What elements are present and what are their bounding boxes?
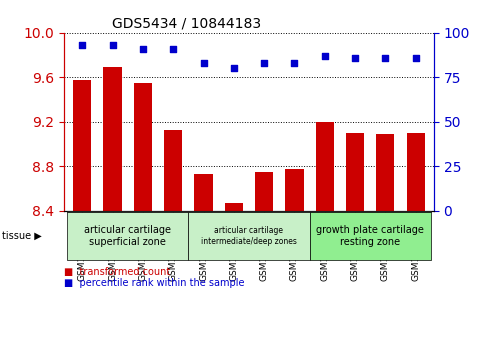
Point bbox=[78, 42, 86, 48]
Bar bbox=[346, 133, 364, 211]
Point bbox=[108, 42, 116, 48]
Point bbox=[290, 60, 298, 66]
Bar bbox=[104, 67, 122, 211]
Point bbox=[321, 53, 329, 59]
Bar bbox=[164, 130, 182, 211]
Point bbox=[169, 46, 177, 52]
Text: GDS5434 / 10844183: GDS5434 / 10844183 bbox=[112, 16, 261, 30]
Text: growth plate cartilage
resting zone: growth plate cartilage resting zone bbox=[316, 225, 424, 247]
Bar bbox=[134, 83, 152, 211]
Text: ■  transformed count: ■ transformed count bbox=[64, 267, 171, 277]
Text: ■  percentile rank within the sample: ■ percentile rank within the sample bbox=[64, 278, 245, 288]
Point bbox=[200, 60, 208, 66]
Bar bbox=[316, 122, 334, 211]
Bar bbox=[407, 133, 425, 211]
Bar bbox=[73, 81, 91, 211]
Point bbox=[351, 55, 359, 61]
Point bbox=[382, 55, 389, 61]
Text: tissue ▶: tissue ▶ bbox=[2, 231, 42, 241]
Bar bbox=[225, 203, 243, 211]
Text: articular cartilage
superficial zone: articular cartilage superficial zone bbox=[84, 225, 171, 247]
Bar bbox=[194, 174, 212, 211]
Bar bbox=[376, 134, 394, 211]
Point bbox=[412, 55, 420, 61]
Text: articular cartilage
intermediate/deep zones: articular cartilage intermediate/deep zo… bbox=[201, 226, 297, 246]
Point bbox=[139, 46, 147, 52]
Bar bbox=[255, 172, 273, 211]
Point bbox=[260, 60, 268, 66]
Point bbox=[230, 65, 238, 71]
Bar bbox=[285, 170, 304, 211]
